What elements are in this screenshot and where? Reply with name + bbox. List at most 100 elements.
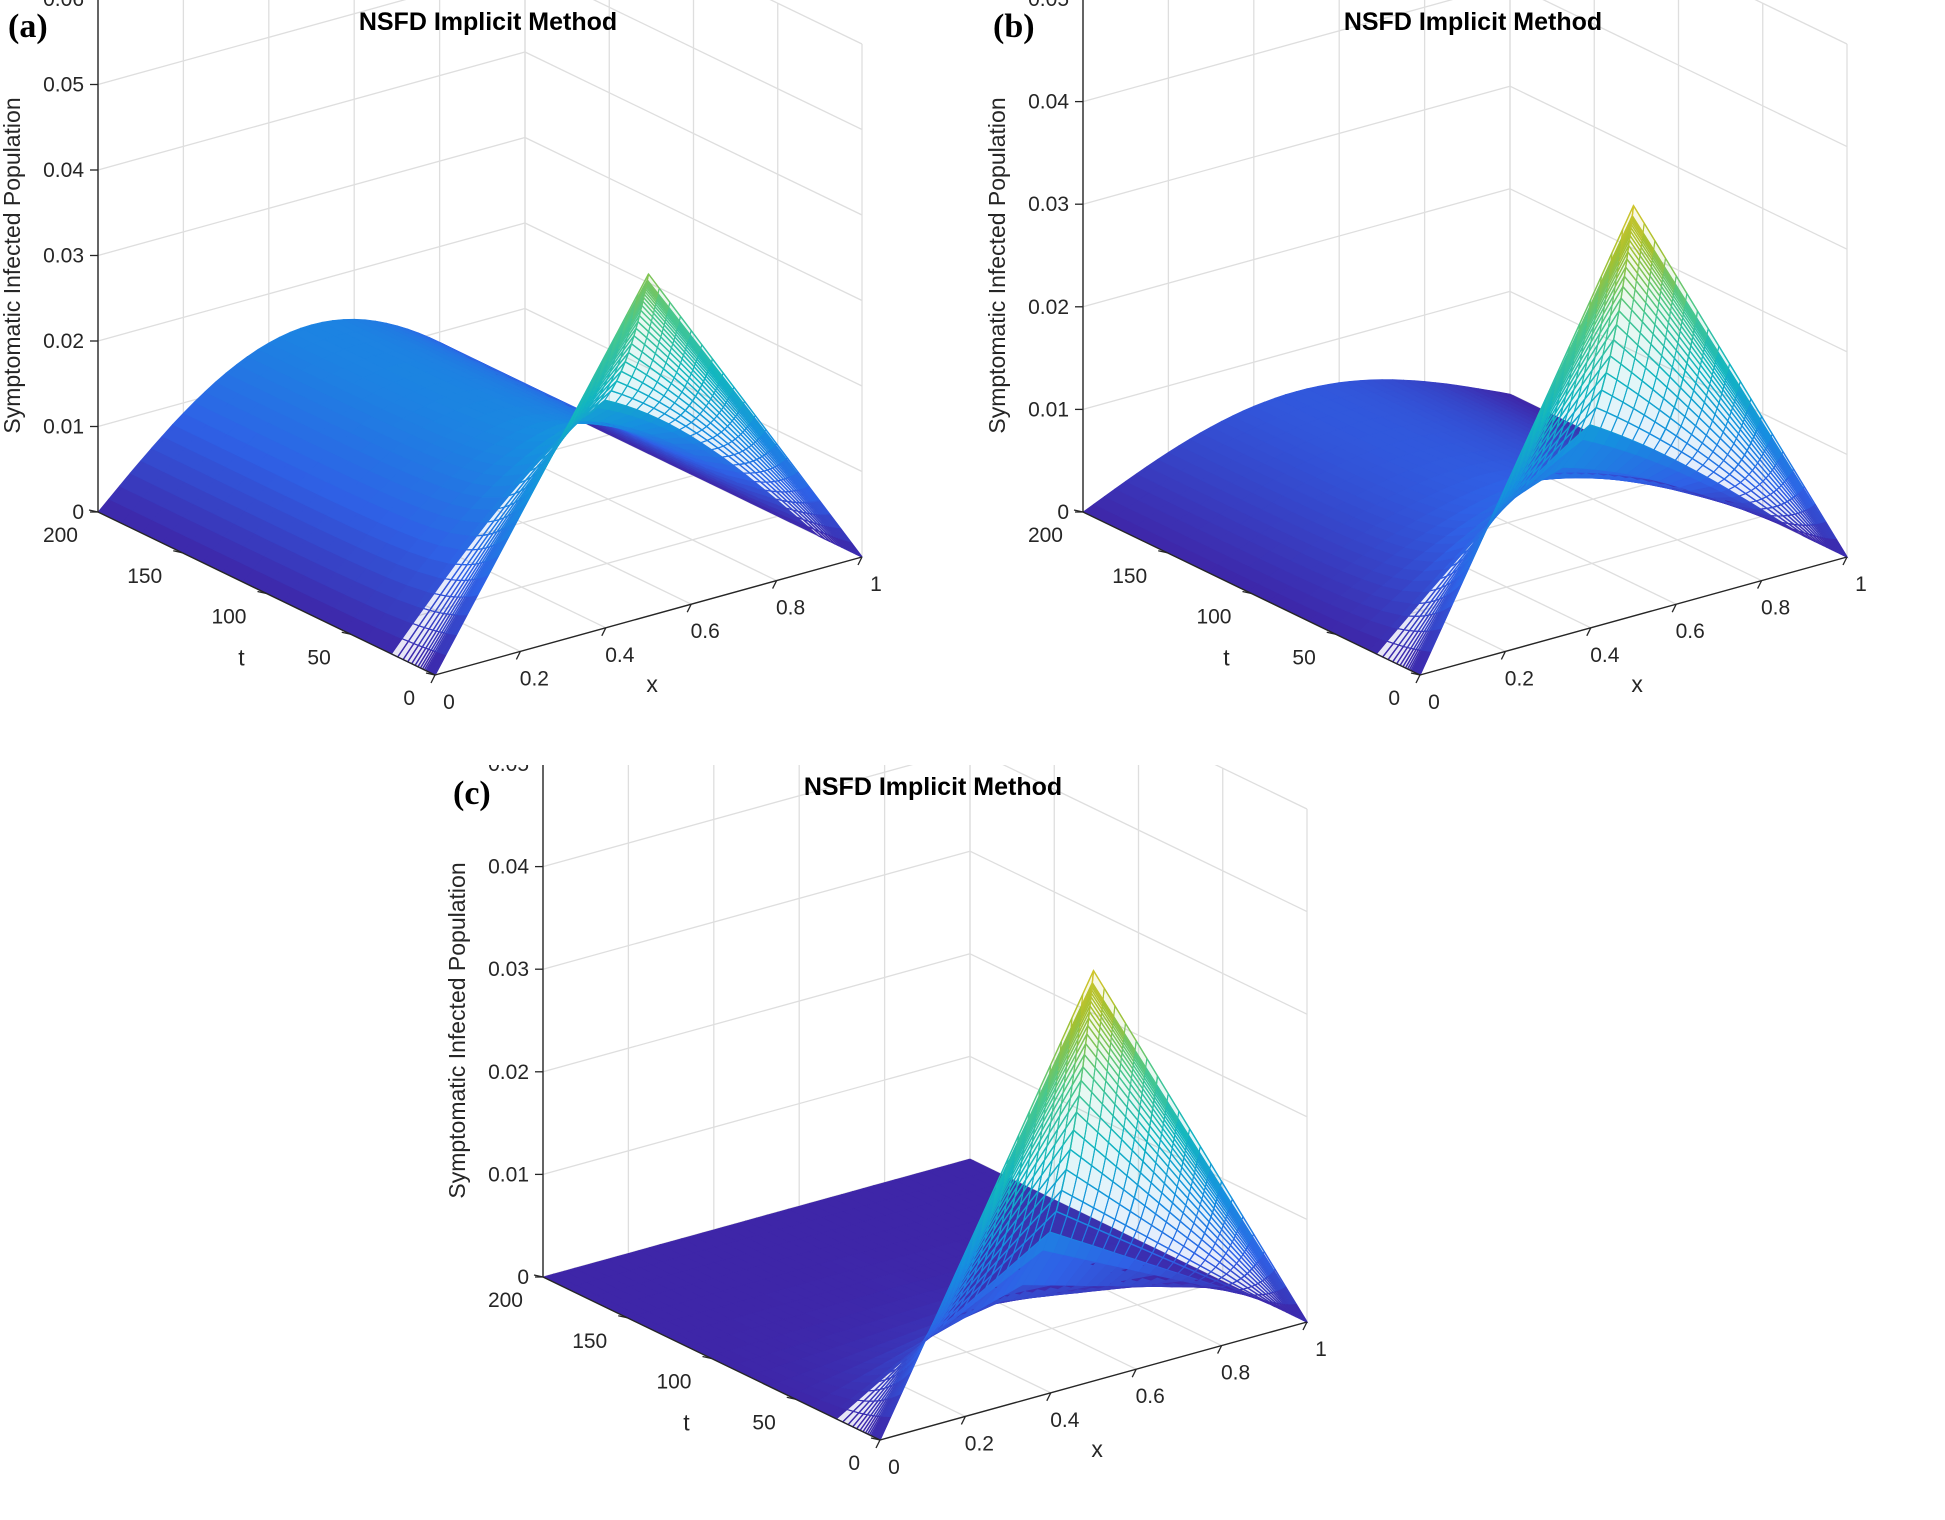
mesh-line — [652, 388, 665, 397]
mesh-line — [1761, 416, 1773, 435]
mesh-line — [1608, 249, 1621, 273]
mesh-line — [707, 369, 720, 384]
mesh-line — [711, 358, 724, 374]
mesh-line — [1715, 359, 1728, 377]
mesh-line — [610, 370, 622, 384]
mesh-line — [447, 614, 460, 635]
mesh-line — [496, 515, 509, 533]
mesh-line — [1814, 524, 1827, 539]
mesh-line — [1641, 243, 1653, 261]
mesh-line — [781, 499, 788, 503]
mesh-line — [756, 440, 769, 454]
mesh-line — [768, 451, 781, 465]
mesh-line — [1526, 416, 1539, 441]
mesh-line — [748, 461, 761, 473]
mesh-line — [749, 422, 762, 437]
mesh-line — [1665, 336, 1677, 351]
mesh-line — [1800, 490, 1813, 508]
mesh-line — [702, 378, 706, 382]
mesh-line — [1723, 385, 1736, 402]
mesh-line — [708, 366, 711, 369]
mesh-line — [443, 614, 456, 634]
mesh-line — [1675, 275, 1688, 294]
mesh-line — [795, 490, 808, 503]
mesh-line — [1737, 390, 1749, 408]
z-tick-label: 0.02 — [43, 330, 84, 353]
mesh-line — [1579, 299, 1592, 324]
mesh-line — [1819, 523, 1832, 540]
mesh-line — [1734, 398, 1747, 415]
mesh-line — [1685, 300, 1697, 319]
mesh-line — [1660, 286, 1673, 303]
mesh-line — [1684, 302, 1697, 321]
mesh-line — [1679, 330, 1692, 346]
mesh-line — [1633, 298, 1645, 313]
mesh-line — [1540, 401, 1553, 423]
mesh-line — [780, 491, 793, 503]
mesh-line — [822, 514, 835, 529]
mesh-line — [684, 351, 696, 365]
mesh-line — [776, 443, 788, 459]
mesh-line — [1552, 376, 1565, 398]
mesh-line — [514, 479, 527, 494]
mesh-line — [470, 562, 483, 581]
mesh-line — [1422, 629, 1435, 652]
mesh-line — [644, 291, 657, 305]
mesh-line — [680, 409, 686, 416]
mesh-line — [670, 347, 683, 360]
mesh-line — [1587, 293, 1600, 317]
mesh-line — [1660, 290, 1672, 307]
mesh-line — [427, 652, 440, 673]
mesh-line — [1683, 308, 1696, 326]
mesh-line — [1637, 266, 1650, 282]
mesh-line — [789, 476, 802, 490]
mesh-line — [1619, 230, 1632, 254]
mesh-line — [1673, 286, 1686, 304]
mesh-line — [690, 421, 703, 431]
mesh-line — [430, 632, 443, 651]
mesh-line — [1449, 573, 1462, 594]
mesh-line — [578, 409, 591, 422]
mesh-line — [1711, 374, 1724, 390]
mesh-line — [500, 523, 512, 542]
mesh-line — [1763, 450, 1776, 467]
mesh-line — [594, 391, 607, 403]
mesh-line — [728, 396, 741, 411]
mesh-line — [457, 579, 470, 598]
mesh-line — [657, 295, 669, 310]
mesh-line — [459, 595, 472, 616]
mesh-line — [1776, 461, 1789, 478]
mesh-line — [1652, 256, 1664, 275]
mesh-line — [1689, 350, 1702, 366]
mesh-line — [1554, 368, 1566, 391]
mesh-line — [517, 484, 530, 501]
mesh-line — [800, 488, 813, 503]
mesh-line — [1768, 441, 1780, 459]
mesh-line — [1686, 362, 1699, 377]
mesh-line — [475, 560, 488, 580]
mesh-line — [1659, 295, 1672, 312]
mesh-line — [1442, 589, 1455, 611]
mesh-line — [710, 363, 722, 379]
mesh-line — [477, 574, 489, 596]
mesh-line — [434, 595, 447, 613]
mesh-line — [419, 649, 432, 669]
mesh-line — [738, 463, 751, 474]
mesh-line — [667, 308, 680, 324]
mesh-line — [1611, 228, 1624, 253]
mesh-line — [692, 400, 704, 411]
mesh-line — [749, 423, 761, 438]
mesh-line — [1622, 286, 1635, 300]
mesh-line — [618, 326, 631, 345]
mesh-line — [628, 315, 641, 333]
mesh-line — [1645, 302, 1657, 317]
mesh-line — [1648, 280, 1661, 297]
mesh-line — [1787, 477, 1800, 494]
chart-title: NSFD Implicit Method — [359, 8, 617, 36]
mesh-line — [1785, 479, 1798, 496]
mesh-line — [712, 437, 724, 447]
mesh-line — [496, 525, 509, 544]
mesh-line — [1747, 406, 1760, 425]
mesh-line — [606, 348, 619, 366]
mesh-line — [1609, 246, 1622, 270]
